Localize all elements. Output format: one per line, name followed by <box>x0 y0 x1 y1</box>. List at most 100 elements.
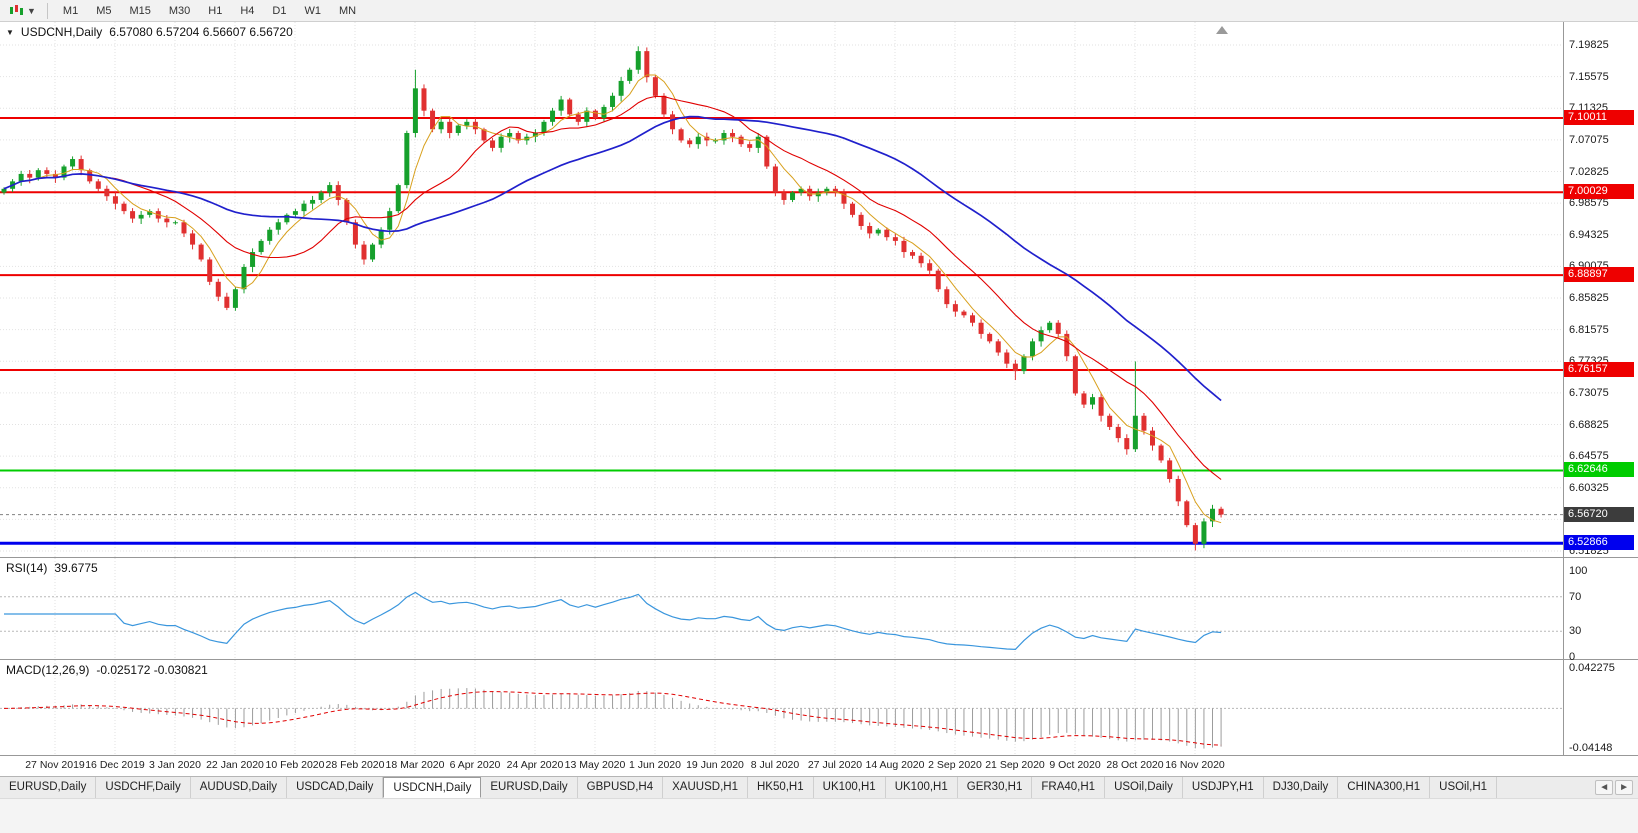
chart-toolbar: ▼ M1 M5 M15 M30 H1 H4 D1 W1 MN <box>0 0 1638 22</box>
tab-scroll-buttons: ◄ ► <box>1590 777 1638 798</box>
date-label: 18 Mar 2020 <box>385 759 445 771</box>
tab-fra40-h1[interactable]: FRA40,H1 <box>1032 777 1106 798</box>
price-chart-plot[interactable] <box>0 22 1563 557</box>
macd-values: -0.025172 -0.030821 <box>96 663 208 677</box>
date-label: 1 Jun 2020 <box>629 759 681 771</box>
tab-usdcnh-daily[interactable]: USDCNH,Daily <box>383 777 482 798</box>
date-label: 16 Nov 2020 <box>1165 759 1225 771</box>
price-tick-label: 6.94325 <box>1569 228 1609 241</box>
tab-hk50-h1[interactable]: HK50,H1 <box>747 777 814 798</box>
date-label: 21 Sep 2020 <box>985 759 1045 771</box>
collapse-triangle-icon: ▼ <box>6 27 14 37</box>
rsi-plot[interactable] <box>0 558 1563 659</box>
price-level-badge: 7.00029 <box>1564 184 1634 200</box>
tab-usoil-h1[interactable]: USOil,H1 <box>1430 777 1498 798</box>
date-label: 6 Apr 2020 <box>449 759 501 771</box>
price-scale[interactable]: 7.19825 7.15575 7.11325 7.07075 7.02825 6.985… <box>1563 22 1638 557</box>
tab-usdchf-daily[interactable]: USDCHF,Daily <box>96 777 191 798</box>
macd-scale[interactable]: 0.042275 -0.04148 <box>1563 660 1638 755</box>
date-label: 9 Oct 2020 <box>1049 759 1101 771</box>
timeframe-h4-button[interactable]: H4 <box>240 4 255 17</box>
macd-plot[interactable] <box>0 660 1563 755</box>
macd-tick-label: 0.042275 <box>1569 662 1615 674</box>
date-label: 10 Feb 2020 <box>265 759 325 771</box>
tab-audusd-daily[interactable]: AUDUSD,Daily <box>190 777 288 798</box>
price-tick-label: 6.81575 <box>1569 323 1609 336</box>
date-label: 2 Sep 2020 <box>928 759 982 771</box>
tab-gbpusd-h4[interactable]: GBPUSD,H4 <box>577 777 664 798</box>
macd-tick-label: -0.04148 <box>1569 742 1613 754</box>
date-label: 28 Oct 2020 <box>1106 759 1164 771</box>
ohlc-values: 6.57080 6.57204 6.56607 6.56720 <box>109 25 293 39</box>
price-tick-label: 7.02825 <box>1569 165 1609 178</box>
tab-uk100-h1[interactable]: UK100,H1 <box>885 777 958 798</box>
timeframe-w1-button[interactable]: W1 <box>304 4 321 17</box>
tab-eurusd-daily[interactable]: EURUSD,Daily <box>481 777 578 798</box>
rsi-tick-label: 30 <box>1569 625 1582 638</box>
price-level-badge: 6.62646 <box>1564 462 1634 478</box>
date-label: 14 Aug 2020 <box>865 759 925 771</box>
date-label: 27 Nov 2019 <box>25 759 85 771</box>
timeframe-m30-button[interactable]: M30 <box>168 4 191 17</box>
tab-china300-h1[interactable]: CHINA300,H1 <box>1338 777 1431 798</box>
date-label: 19 Jun 2020 <box>686 759 744 771</box>
symbol-period-label: USDCNH,Daily <box>20 25 103 39</box>
tab-usdcad-daily[interactable]: USDCAD,Daily <box>287 777 384 798</box>
rsi-name: RSI(14) <box>6 561 48 575</box>
tab-uk100-h1[interactable]: UK100,H1 <box>813 777 886 798</box>
tab-dj30-daily[interactable]: DJ30,Daily <box>1263 777 1339 798</box>
price-tick-label: 7.07075 <box>1569 133 1609 146</box>
date-label: 8 Jul 2020 <box>750 759 800 771</box>
price-tick-label: 6.64575 <box>1569 450 1609 463</box>
price-tick-label: 6.73075 <box>1569 386 1609 399</box>
price-tick-label: 6.68825 <box>1569 418 1609 431</box>
tab-usdjpy-h1[interactable]: USDJPY,H1 <box>1182 777 1264 798</box>
price-pane[interactable]: ▼ USDCNH,Daily 6.57080 6.57204 6.56607 6… <box>0 22 1638 558</box>
chart-title: ▼ USDCNH,Daily 6.57080 6.57204 6.56607 6… <box>6 25 293 39</box>
price-tick-label: 6.60325 <box>1569 481 1609 494</box>
timeframe-mn-button[interactable]: MN <box>338 4 357 17</box>
price-level-badge: 6.88897 <box>1564 267 1634 283</box>
time-scale[interactable]: 27 Nov 2019 16 Dec 2019 3 Jan 2020 22 Jan 2… <box>0 756 1638 775</box>
date-label: 3 Jan 2020 <box>149 759 201 771</box>
tab-eurusd-daily[interactable]: EURUSD,Daily <box>0 777 97 798</box>
date-label: 27 Jul 2020 <box>807 759 863 771</box>
timeframe-buttons: M1 M5 M15 M30 H1 H4 D1 W1 MN <box>54 2 365 20</box>
macd-name: MACD(12,26,9) <box>6 663 90 677</box>
timeframe-m5-button[interactable]: M5 <box>96 4 112 17</box>
timeframe-d1-button[interactable]: D1 <box>272 4 287 17</box>
date-label: 22 Jan 2020 <box>206 759 264 771</box>
timeframe-m15-button[interactable]: M15 <box>129 4 151 17</box>
rsi-pane[interactable]: RSI(14) 39.6775 100 70 30 0 <box>0 558 1638 663</box>
price-tick-label: 7.19825 <box>1569 39 1609 51</box>
tab-scroll-left-icon[interactable]: ◄ <box>1595 780 1614 795</box>
tab-scroll-right-icon[interactable]: ► <box>1615 780 1633 795</box>
tab-xauusd-h1[interactable]: XAUUSD,H1 <box>663 777 748 798</box>
candlestick-chart-icon <box>10 5 23 15</box>
chart-window: ▼ USDCNH,Daily 6.57080 6.57204 6.56607 6… <box>0 22 1638 775</box>
date-label: 24 Apr 2020 <box>506 759 564 771</box>
chart-type-button[interactable]: ▼ <box>4 2 41 19</box>
current-price-badge: 6.56720 <box>1564 506 1634 522</box>
date-label: 16 Dec 2019 <box>85 759 145 771</box>
timeframe-m1-button[interactable]: M1 <box>62 4 79 17</box>
price-tick-label: 6.98575 <box>1569 197 1609 210</box>
chevron-down-icon: ▼ <box>27 5 36 16</box>
date-label: 13 May 2020 <box>564 759 626 771</box>
macd-header: MACD(12,26,9) -0.025172 -0.030821 <box>6 663 208 677</box>
rsi-tick-label: 70 <box>1569 590 1582 603</box>
tab-usoil-daily[interactable]: USOil,Daily <box>1105 777 1183 798</box>
timeframe-h1-button[interactable]: H1 <box>208 4 223 17</box>
status-bar <box>0 798 1638 833</box>
price-tick-label: 6.85825 <box>1569 292 1609 304</box>
macd-pane[interactable]: MACD(12,26,9) -0.025172 -0.030821 0.0422… <box>0 660 1638 756</box>
price-level-badge: 6.52866 <box>1564 535 1634 551</box>
chart-shift-marker-icon[interactable] <box>1216 26 1228 34</box>
price-level-badge: 7.10011 <box>1564 110 1634 126</box>
rsi-scale[interactable]: 100 70 30 0 <box>1563 558 1638 663</box>
tab-ger30-h1[interactable]: GER30,H1 <box>957 777 1033 798</box>
date-label: 28 Feb 2020 <box>325 759 385 771</box>
toolbar-separator <box>46 2 48 19</box>
rsi-header: RSI(14) 39.6775 <box>6 561 98 575</box>
